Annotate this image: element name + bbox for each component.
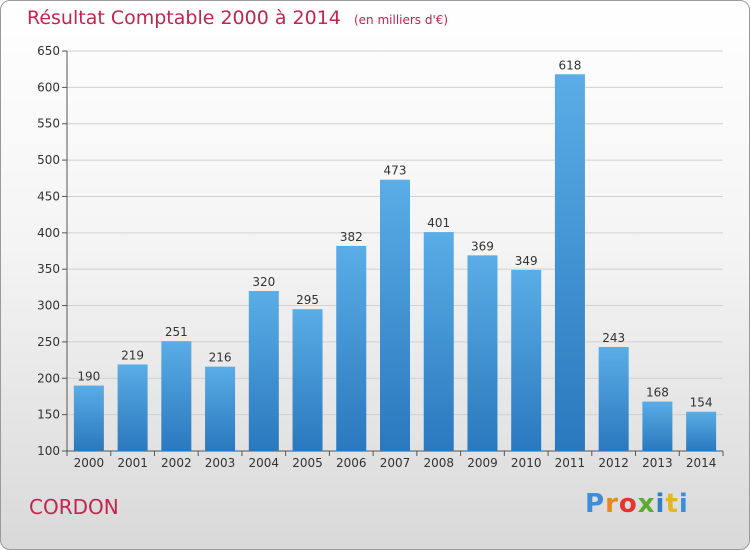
data-label: 618 bbox=[558, 58, 581, 72]
bar bbox=[73, 385, 104, 451]
bar bbox=[686, 411, 717, 451]
data-label: 216 bbox=[209, 351, 232, 365]
chart-subtitle: (en milliers d'€) bbox=[353, 13, 449, 27]
y-tick-label: 300 bbox=[37, 299, 60, 313]
title-row: Résultat Comptable 2000 à 2014 (en milli… bbox=[27, 7, 448, 29]
bar bbox=[117, 364, 148, 451]
y-tick-label: 350 bbox=[37, 262, 60, 276]
data-label: 219 bbox=[121, 348, 144, 362]
x-tick-label: 2000 bbox=[74, 456, 105, 470]
bar bbox=[292, 309, 323, 451]
y-tick-label: 400 bbox=[37, 226, 60, 240]
bar bbox=[336, 245, 367, 451]
x-tick-label: 2013 bbox=[642, 456, 673, 470]
bar bbox=[380, 179, 410, 451]
data-label: 473 bbox=[384, 164, 407, 178]
labels: 100 150 200 250 300 350 400 450 500 550 600 650 190 2… bbox=[37, 44, 716, 470]
data-label: 369 bbox=[471, 239, 494, 253]
bar bbox=[598, 347, 629, 451]
y-tick-label: 450 bbox=[37, 189, 60, 203]
x-tick-label: 2003 bbox=[205, 456, 236, 470]
x-tick-label: 2010 bbox=[511, 456, 542, 470]
bar bbox=[642, 401, 673, 451]
y-tick-label: 250 bbox=[37, 335, 60, 349]
bar bbox=[554, 74, 585, 451]
x-tick-label: 2006 bbox=[336, 456, 367, 470]
bars bbox=[73, 74, 717, 451]
data-label: 382 bbox=[340, 230, 363, 244]
brand-letter: r bbox=[605, 489, 619, 519]
data-label: 168 bbox=[646, 386, 669, 400]
x-tick-label: 2008 bbox=[423, 456, 454, 470]
data-label: 349 bbox=[515, 254, 538, 268]
data-label: 154 bbox=[690, 396, 713, 410]
data-label: 243 bbox=[602, 331, 625, 345]
chart-title: Résultat Comptable 2000 à 2014 bbox=[27, 7, 341, 29]
place-name: CORDON bbox=[29, 495, 119, 519]
x-tick-label: 2005 bbox=[292, 456, 323, 470]
x-tick-label: 2009 bbox=[467, 456, 498, 470]
data-label: 190 bbox=[77, 370, 100, 384]
brand-letter: i bbox=[678, 489, 689, 519]
y-tick-label: 650 bbox=[37, 44, 60, 58]
brand-letter: P bbox=[585, 489, 606, 519]
y-tick-label: 600 bbox=[37, 80, 60, 94]
x-tick-label: 2004 bbox=[249, 456, 280, 470]
bar bbox=[423, 232, 454, 451]
y-tick-label: 550 bbox=[37, 117, 60, 131]
data-label: 401 bbox=[427, 216, 450, 230]
x-tick-label: 2001 bbox=[117, 456, 148, 470]
bar bbox=[511, 269, 542, 451]
brand-letter: o bbox=[618, 489, 638, 519]
data-label: 295 bbox=[296, 293, 319, 307]
data-label: 320 bbox=[252, 275, 275, 289]
x-tick-label: 2002 bbox=[161, 456, 192, 470]
y-tick-label: 150 bbox=[37, 408, 60, 422]
brand-letter: i bbox=[655, 489, 666, 519]
bar bbox=[205, 366, 236, 451]
brand-logo: Proxiti bbox=[585, 489, 689, 519]
x-tick-label: 2007 bbox=[380, 456, 411, 470]
bar bbox=[467, 255, 498, 451]
x-tick-label: 2014 bbox=[686, 456, 717, 470]
y-tick-label: 500 bbox=[37, 153, 60, 167]
x-tick-label: 2012 bbox=[598, 456, 629, 470]
brand-letter: t bbox=[665, 489, 679, 519]
y-tick-label: 200 bbox=[37, 371, 60, 385]
bar bbox=[248, 291, 279, 451]
y-tick-label: 100 bbox=[37, 444, 60, 458]
data-label: 251 bbox=[165, 325, 188, 339]
x-tick-label: 2011 bbox=[555, 456, 586, 470]
brand-letter: x bbox=[637, 489, 656, 519]
bar bbox=[161, 341, 192, 451]
